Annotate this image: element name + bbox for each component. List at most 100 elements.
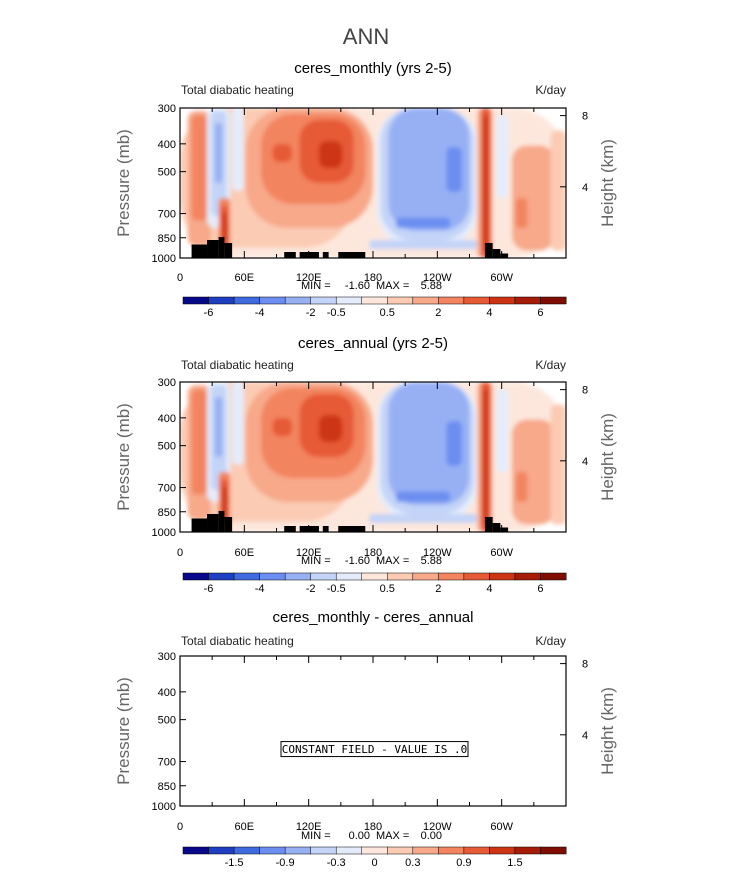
y-axis-right-title: Height (km) [598,413,617,501]
y-right-tick-label: 4 [582,182,588,194]
land-mask [207,240,219,258]
stats-min-value: -1.60 [345,555,370,567]
colorbar: -1.5 -0.9 -0.3 0 0.3 0.9 1.5 [182,846,567,869]
y-tick-label: 1000 [152,527,176,539]
contour-region [446,421,462,466]
colorbar-swatch [463,572,490,581]
y-tick-label: 700 [158,483,176,495]
x-tick-label: 120E [296,272,322,284]
colorbar-swatch [540,572,567,581]
colorbar-swatch [259,572,286,581]
colorbar-swatch [387,846,414,855]
colorbar-swatch [514,296,541,305]
colorbar-label: 2 [435,583,441,595]
panel-field-label: Total diabatic heating [181,83,294,97]
colorbar-label: -6 [204,583,214,595]
y-axis-right-title: Height (km) [598,687,617,775]
colorbar-label: -0.5 [327,307,346,319]
constant-field-label: CONSTANT FIELD - VALUE IS .0 [282,743,467,756]
colorbar-label: 6 [537,583,543,595]
colorbar-label: 0.3 [405,857,420,869]
x-tick-label: 60E [235,272,255,284]
contour-region [318,415,343,442]
contour-region [446,147,462,192]
colorbar-label: -0.9 [276,857,295,869]
y-right-tick-label: 8 [582,385,588,397]
contour-region [483,115,489,251]
land-mask [284,526,296,532]
contour-region [396,217,451,228]
colorbar-swatch [259,846,286,855]
land-mask [191,244,208,258]
colorbar-label: 2 [435,307,441,319]
stats-max-label: MAX = [376,280,409,292]
y-right-tick-label: 8 [582,111,588,123]
land-mask [207,514,219,532]
y-right-tick-label: 4 [582,456,588,468]
stats-min-label: MIN = [301,555,331,567]
land-mask [500,527,509,532]
y-axis-right-title: Height (km) [598,139,617,227]
colorbar-swatch [284,296,312,305]
y-tick-label: 400 [158,687,176,699]
panel-2: ceres_annual (yrs 2-5) Total diabatic hea… [114,335,617,595]
colorbar-swatch [514,572,541,581]
land-mask [218,511,225,532]
colorbar-swatch [387,572,414,581]
x-tick-label: 60W [490,272,513,284]
x-tick-label: 0 [177,272,183,284]
land-mask [284,252,296,258]
stats-min-label: MIN = [301,280,331,292]
land-mask [338,526,366,532]
contour-region [515,472,528,502]
colorbar-swatch [489,572,516,581]
panel-3: ceres_monthly - ceres_annual Total diabat… [114,609,617,869]
contour-region [550,130,566,251]
colorbar-swatch [438,846,465,855]
land-mask [484,517,493,532]
contour-region [550,404,566,525]
colorbar: -6 -4 -2 -0.5 0.5 2 4 6 [182,572,567,595]
land-mask [322,526,329,532]
x-tick-label: 120E [296,547,322,559]
y-tick-label: 1000 [152,253,176,265]
stats-max-label: MAX = [376,555,409,567]
colorbar-swatch [284,572,312,581]
colorbar-swatch [540,846,567,855]
colorbar-label: -0.3 [327,857,346,869]
x-tick-label: 180 [364,272,382,284]
colorbar-swatch [361,296,388,305]
contour-region [396,491,451,502]
y-tick-label: 400 [158,139,176,151]
colorbar: -6 -4 -2 -0.5 0.5 2 4 6 [182,296,567,319]
stats-min-value: 0.00 [349,830,370,842]
colorbar-swatch [208,296,235,305]
contour-region [272,418,292,436]
y-axis-title: Pressure (mb) [114,129,133,237]
y-tick-label: 500 [158,715,176,727]
colorbar-swatch [233,846,261,855]
y-axis-title: Pressure (mb) [114,403,133,511]
colorbar-swatch [361,572,388,581]
colorbar-label: 4 [486,307,492,319]
colorbar-swatch [361,846,388,855]
contour-field [180,108,566,258]
y-right-tick-label: 8 [582,659,588,671]
stats-max-value: 0.00 [421,830,442,842]
colorbar-swatch [284,846,312,855]
y-tick-label: 400 [158,413,176,425]
colorbar-label: 1.5 [507,857,522,869]
stats-min-value: -1.60 [345,280,370,292]
colorbar-swatch [310,846,337,855]
colorbar-swatch [540,296,567,305]
land-mask [224,517,233,532]
colorbar-swatch [208,846,235,855]
panel-title: ceres_monthly - ceres_annual [273,609,474,626]
y-tick-label: 1000 [152,801,176,813]
stats-max-value: 5.88 [421,555,442,567]
colorbar-swatch [387,296,414,305]
land-mask [338,252,366,258]
land-mask [492,523,501,532]
contour-region [214,397,223,457]
colorbar-swatch [412,572,439,581]
